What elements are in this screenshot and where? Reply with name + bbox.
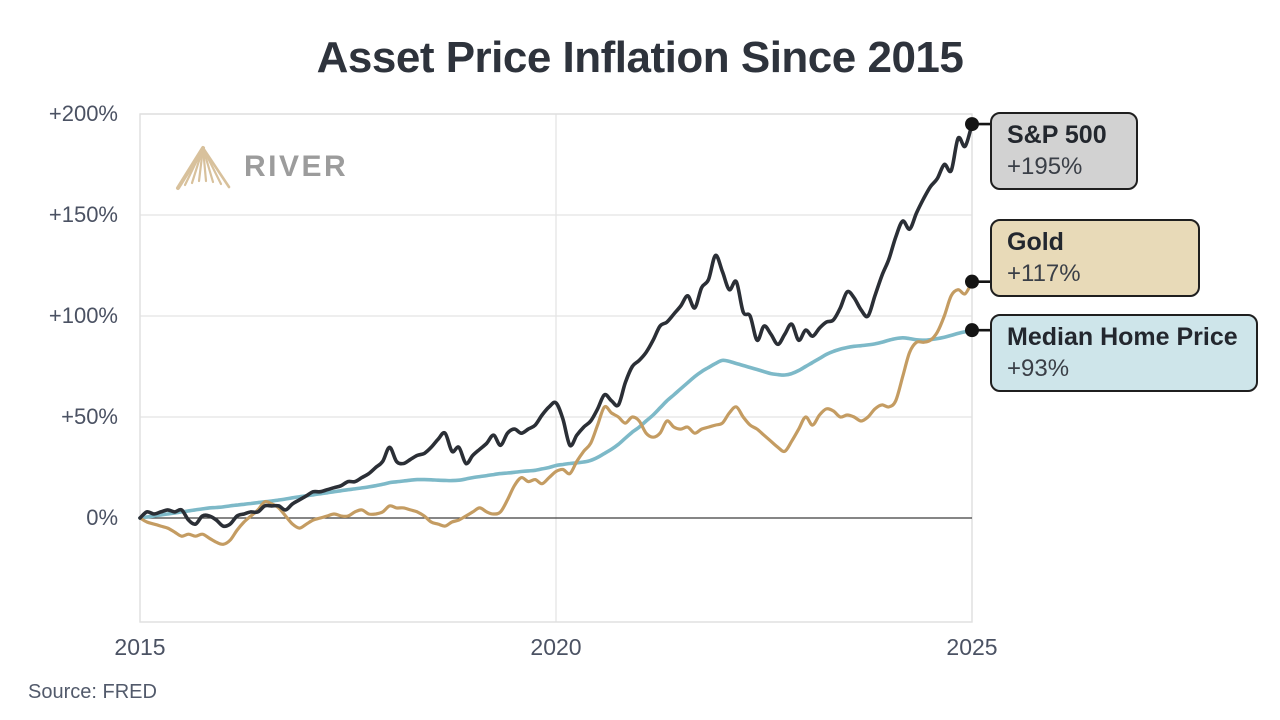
series-endpoint-dot-2 xyxy=(965,323,979,338)
series-label-gold: Gold +117% xyxy=(990,219,1200,297)
x-tick-2025: 2025 xyxy=(946,634,998,660)
y-tick-100: +100% xyxy=(48,303,118,328)
x-tick-2015: 2015 xyxy=(114,634,166,660)
series-change-median-home-price: +93% xyxy=(1007,355,1070,382)
y-tick-200: +200% xyxy=(48,101,118,126)
series-name-gold: Gold xyxy=(1007,228,1064,256)
series-name-sp500: S&P 500 xyxy=(1007,121,1107,149)
series-name-median-home-price: Median Home Price xyxy=(1007,323,1238,351)
series-change-gold: +117% xyxy=(1007,260,1081,287)
series-label-sp500: S&P 500 +195% xyxy=(990,112,1138,190)
series-endpoint-dot-1 xyxy=(965,274,979,289)
series-label-median-home-price: Median Home Price +93% xyxy=(990,314,1258,392)
series-line-1 xyxy=(138,280,974,546)
y-tick-50: +50% xyxy=(61,404,118,429)
river-logo-icon xyxy=(176,146,231,190)
source-note: Source: FRED xyxy=(28,681,157,703)
series-endpoint-dot-0 xyxy=(965,117,979,132)
y-tick-150: +150% xyxy=(48,202,118,227)
river-logo: RIVER xyxy=(172,142,348,192)
y-tick-0: 0% xyxy=(86,505,118,530)
series-line-0 xyxy=(138,122,974,529)
chart-title: Asset Price Inflation Since 2015 xyxy=(316,33,964,82)
x-tick-2020: 2020 xyxy=(530,634,582,660)
plot-border xyxy=(139,113,973,623)
series-change-sp500: +195% xyxy=(1007,153,1083,180)
river-logo-text: RIVER xyxy=(244,150,349,183)
series-line-2 xyxy=(138,328,974,520)
